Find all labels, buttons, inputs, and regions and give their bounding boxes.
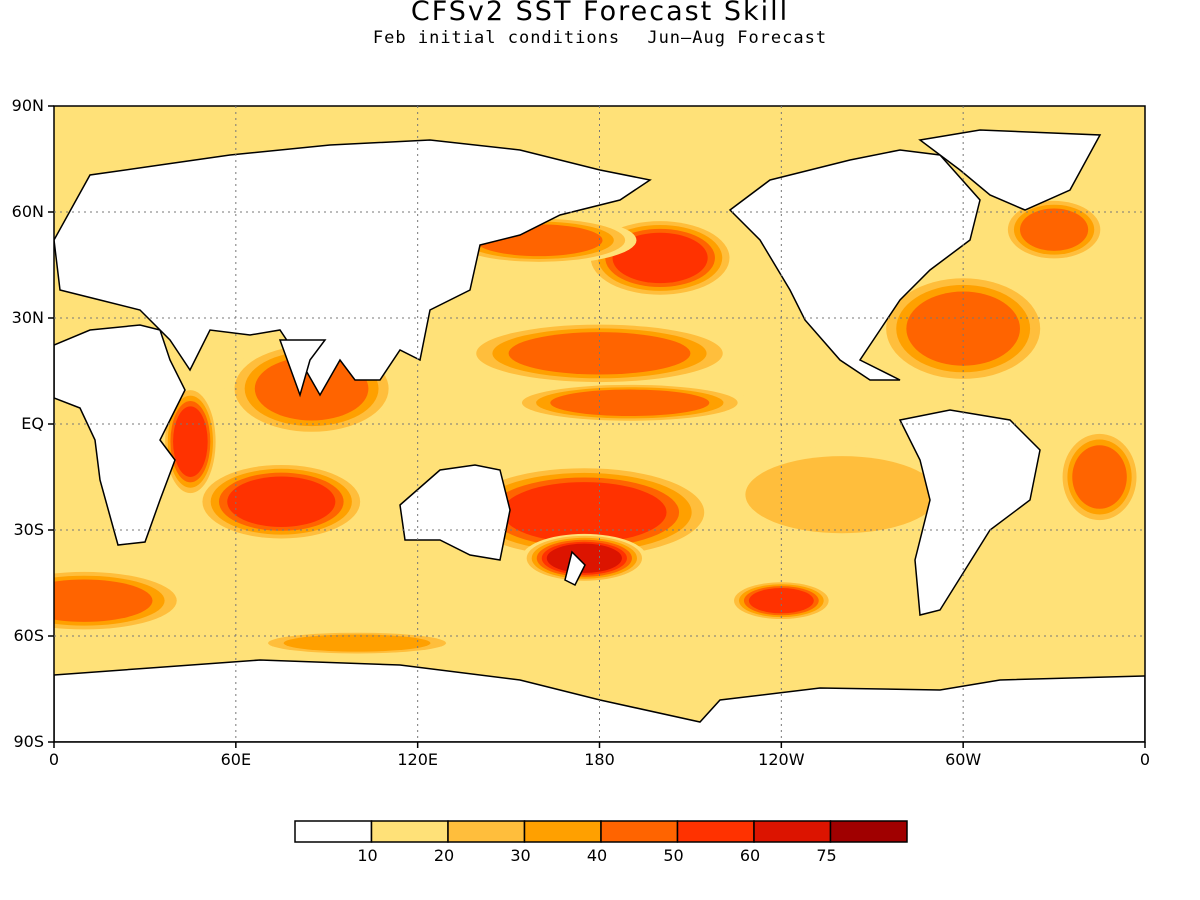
lat-label: 30S xyxy=(13,520,44,539)
colorbar-tick-label: 10 xyxy=(357,846,378,865)
coastline-new-zealand xyxy=(564,550,586,587)
skill-contour xyxy=(1072,445,1127,509)
coastline-australia xyxy=(399,464,511,561)
skill-contour xyxy=(283,634,431,652)
skill-contour xyxy=(745,456,939,534)
lon-label: 180 xyxy=(584,750,615,769)
subtitle-initial-conditions: Feb initial conditions xyxy=(372,28,621,48)
skill-region xyxy=(729,580,834,621)
coastline-greenland xyxy=(918,129,1102,211)
skill-contour xyxy=(254,356,369,421)
skill-contour xyxy=(227,476,336,527)
colorbar-tick-label: 75 xyxy=(816,846,837,865)
colorbar-tick-label: 20 xyxy=(433,846,455,865)
tick-layer xyxy=(48,105,1146,748)
map-title: CFSv2 SST Forecast Skill xyxy=(410,0,790,27)
lat-label: 90S xyxy=(13,732,44,751)
skill-contour xyxy=(1019,208,1089,251)
skill-region xyxy=(507,382,752,424)
skill-contour xyxy=(502,482,667,543)
lat-label: 60S xyxy=(13,626,44,645)
lon-label: 120E xyxy=(397,750,438,769)
colorbar-swatch xyxy=(447,820,526,843)
grid-layer xyxy=(54,106,1145,742)
skill-region xyxy=(1001,197,1107,263)
lat-label: 60N xyxy=(11,202,44,221)
colorbar-swatch xyxy=(370,820,449,843)
lat-label: EQ xyxy=(21,414,44,433)
coastline-africa xyxy=(54,324,186,546)
colorbar-tick-label: 40 xyxy=(586,846,608,865)
coastline-north-america xyxy=(728,149,981,381)
colorbar-tick-label: 50 xyxy=(663,846,684,865)
skill-region xyxy=(194,461,369,543)
lat-label: 90N xyxy=(11,96,44,115)
colorbar-swatch xyxy=(294,820,373,843)
colorbar-swatch xyxy=(753,820,832,843)
skill-contour xyxy=(748,588,814,614)
coastline-layer xyxy=(54,129,1145,742)
lon-label: 60E xyxy=(220,750,252,769)
skill-region xyxy=(451,463,717,562)
lon-label: 120W xyxy=(758,750,805,769)
lon-label: 60W xyxy=(945,750,982,769)
colorbar-tick-label: 30 xyxy=(510,846,531,865)
skill-region xyxy=(521,533,648,583)
lat-label: 30N xyxy=(11,308,44,327)
skill-region xyxy=(1057,428,1142,526)
skill-contour xyxy=(546,543,622,573)
skill-contour xyxy=(550,389,710,417)
skill-region xyxy=(162,384,219,499)
colorbar-swatch xyxy=(676,820,755,843)
skill-region xyxy=(252,630,462,656)
coastline-eurasia xyxy=(54,139,652,397)
map-subtitle: Feb initial conditions Jun—Aug Forecast xyxy=(0,28,1200,48)
skill-region xyxy=(54,568,189,634)
subtitle-forecast-period: Jun—Aug Forecast xyxy=(647,28,828,48)
colorbar xyxy=(294,820,908,843)
coastline-south-america xyxy=(898,409,1041,616)
lon-label: 0 xyxy=(48,750,60,769)
lon-label: 0 xyxy=(1139,750,1151,769)
skill-contour xyxy=(54,579,153,622)
coastline-india xyxy=(278,339,327,398)
skill-region xyxy=(719,445,964,544)
colorbar-tick-label: 60 xyxy=(739,846,761,865)
colorbar-swatch xyxy=(829,820,908,843)
colorbar-swatch xyxy=(523,820,602,843)
colorbar-swatch xyxy=(600,820,679,843)
skill-contour xyxy=(612,232,708,284)
skill-contour xyxy=(173,406,208,477)
